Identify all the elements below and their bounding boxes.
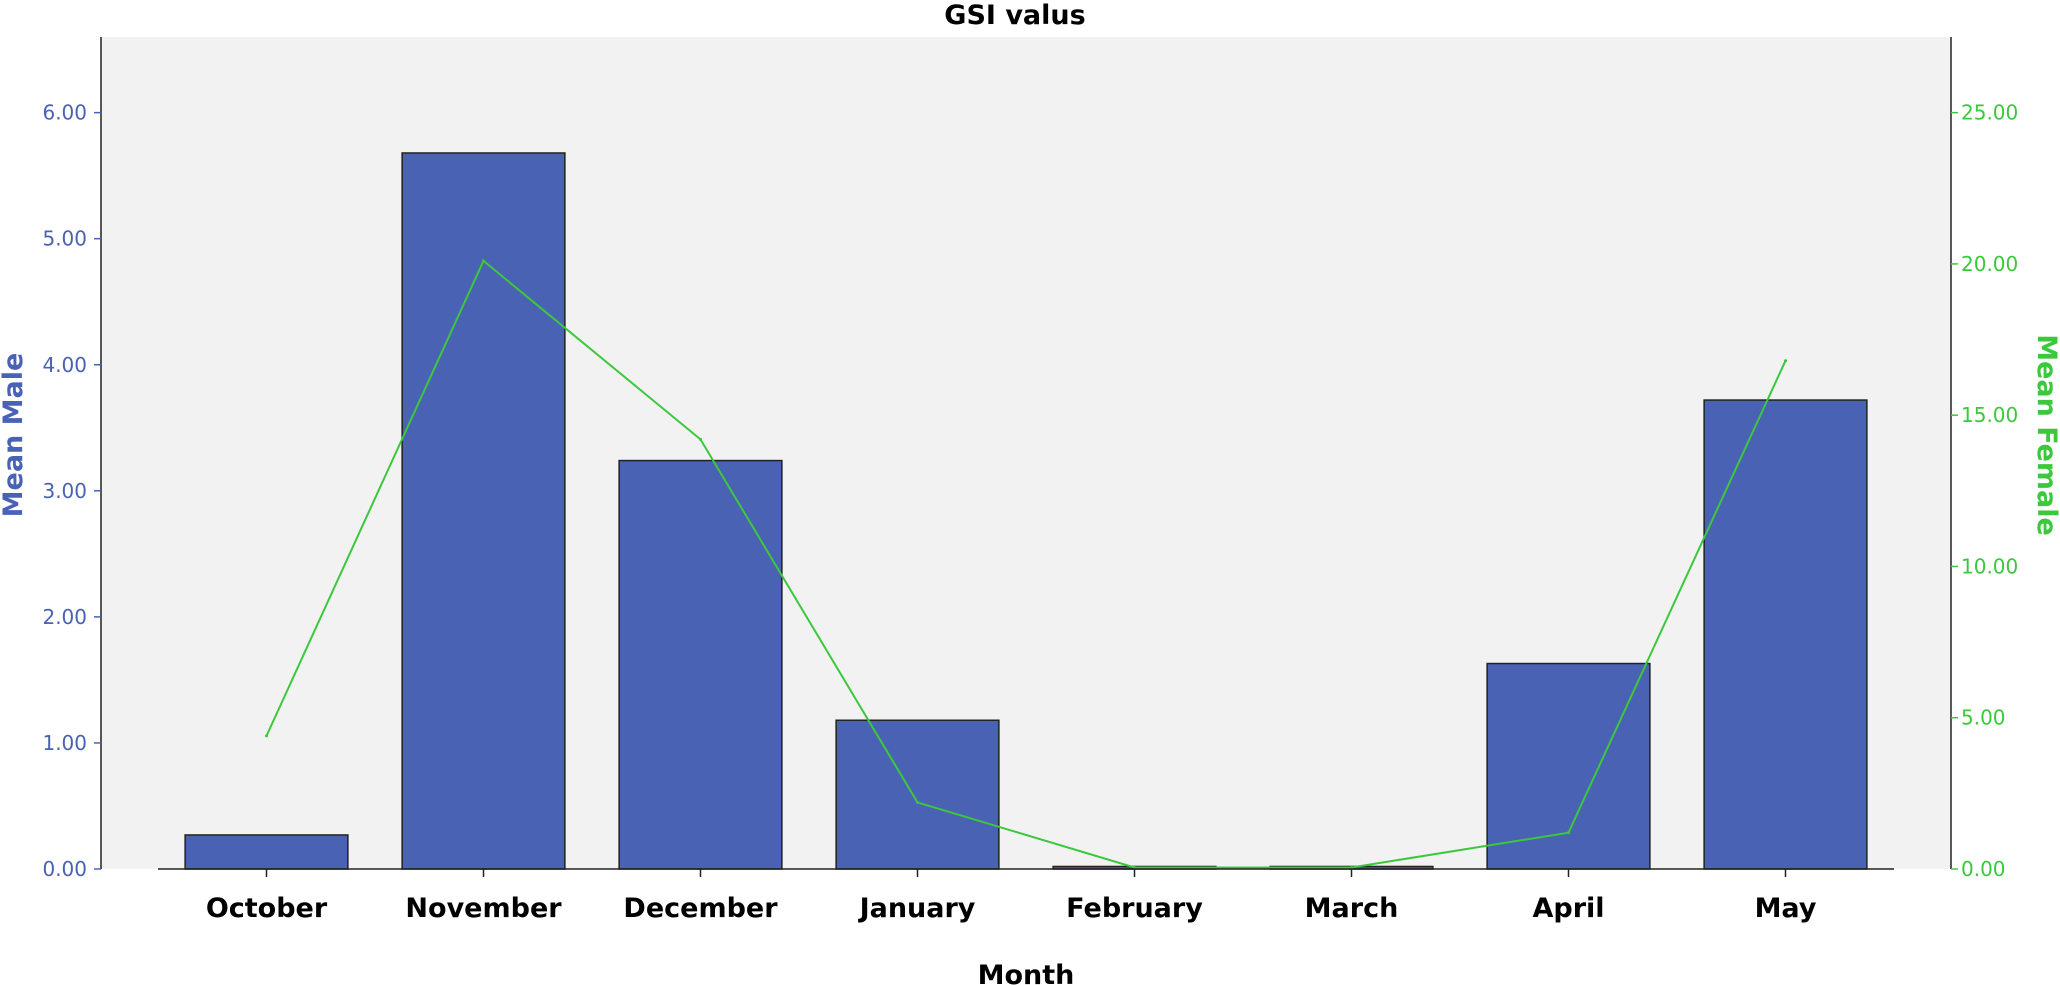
bar-december xyxy=(618,459,783,870)
female-point-march xyxy=(1350,865,1353,869)
x-tick-label: October xyxy=(206,893,328,924)
right-tick-label: 10.00 xyxy=(1961,554,2018,578)
right-tick-label: 5.00 xyxy=(1961,706,2006,730)
bar-may xyxy=(1703,399,1868,870)
x-tick-label: December xyxy=(623,893,778,924)
x-tick-label: February xyxy=(1066,893,1203,924)
bar-october xyxy=(184,834,349,870)
female-point-february xyxy=(1133,865,1136,869)
female-point-december xyxy=(699,437,702,441)
right-y-axis: 0.00 5.00 10.00 15.00 20.00 25.00 xyxy=(1950,37,2018,881)
left-tick-label: 1.00 xyxy=(42,731,87,755)
male-bar-series xyxy=(184,152,1868,870)
female-point-january xyxy=(916,800,919,804)
x-tick-label: April xyxy=(1532,893,1604,924)
x-axis: October November December January February Ma… xyxy=(158,868,1894,924)
bar-november xyxy=(401,152,566,870)
right-tick-label: 20.00 xyxy=(1961,252,2018,276)
female-line-series xyxy=(265,259,1787,869)
left-axis-title: Mean Male xyxy=(0,353,29,518)
x-axis-title: Month xyxy=(978,960,1075,985)
x-tick-label: January xyxy=(858,893,976,924)
chart-title: GSI valus xyxy=(944,0,1085,31)
left-tick-label: 5.00 xyxy=(42,227,87,251)
x-tick-label: March xyxy=(1305,893,1399,924)
plot-area xyxy=(101,37,1951,869)
left-tick-label: 3.00 xyxy=(42,479,87,503)
right-tick-label: 0.00 xyxy=(1961,857,2006,881)
female-point-may xyxy=(1784,359,1787,363)
female-line xyxy=(265,259,1787,869)
female-point-november xyxy=(482,259,485,263)
right-tick-label: 25.00 xyxy=(1961,101,2018,125)
x-tick-label: May xyxy=(1755,893,1817,924)
female-point-october xyxy=(265,734,268,738)
left-tick-label: 4.00 xyxy=(42,353,87,377)
left-tick-label: 6.00 xyxy=(42,101,87,125)
x-tick-label: November xyxy=(405,893,562,924)
left-tick-label: 0.00 xyxy=(42,857,87,881)
bar-january xyxy=(835,719,1000,870)
female-point-april xyxy=(1567,831,1570,835)
left-tick-label: 2.00 xyxy=(42,605,87,629)
right-tick-label: 15.00 xyxy=(1961,403,2018,427)
right-axis-title: Mean Female xyxy=(2031,334,2060,536)
left-y-axis: 0.00 1.00 2.00 3.00 4.00 5.00 6.00 xyxy=(42,37,102,881)
bar-april xyxy=(1486,662,1651,870)
